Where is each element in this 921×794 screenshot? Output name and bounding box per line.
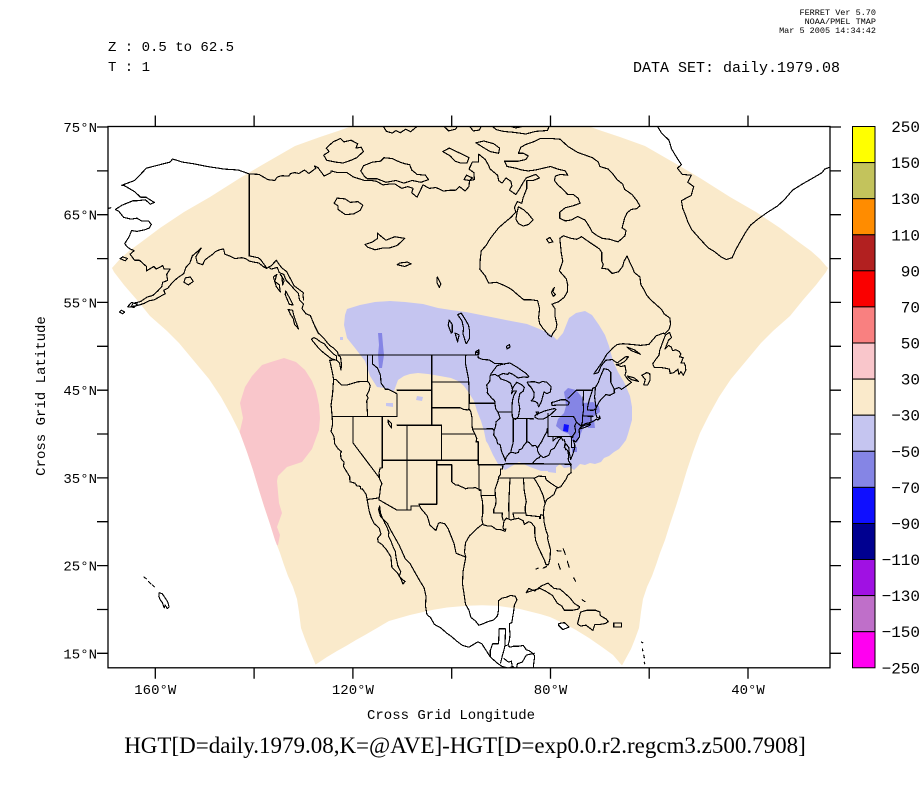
svg-text:40°W: 40°W: [731, 683, 765, 699]
svg-text:−30: −30: [891, 408, 920, 426]
svg-text:30: 30: [901, 372, 920, 390]
svg-text:−50: −50: [891, 444, 920, 462]
svg-text:−70: −70: [891, 480, 920, 498]
svg-text:Cross Grid Latitude: Cross Grid Latitude: [34, 316, 50, 476]
svg-text:75°N: 75°N: [63, 121, 97, 137]
svg-text:25°N: 25°N: [63, 560, 97, 576]
svg-text:−90: −90: [891, 516, 920, 534]
svg-text:Z : 0.5 to 62.5: Z : 0.5 to 62.5: [108, 40, 234, 56]
svg-text:HGT[D=daily.1979.08,K=@AVE]-HG: HGT[D=daily.1979.08,K=@AVE]-HGT[D=exp0.0…: [124, 733, 806, 758]
svg-text:120°W: 120°W: [332, 683, 375, 699]
svg-text:50: 50: [901, 336, 920, 354]
svg-text:FERRET Ver 5.70: FERRET Ver 5.70: [799, 8, 876, 18]
svg-text:−250: −250: [882, 660, 920, 678]
svg-text:45°N: 45°N: [63, 384, 97, 400]
svg-text:−130: −130: [882, 588, 920, 606]
svg-text:35°N: 35°N: [63, 472, 97, 488]
svg-text:Mar 5 2005 14:34:42: Mar 5 2005 14:34:42: [779, 26, 876, 36]
svg-text:65°N: 65°N: [63, 209, 97, 225]
svg-text:Cross Grid Longitude: Cross Grid Longitude: [367, 708, 535, 724]
svg-text:80°W: 80°W: [534, 683, 568, 699]
svg-text:55°N: 55°N: [63, 296, 97, 312]
svg-text:150: 150: [891, 155, 920, 173]
svg-text:130: 130: [891, 191, 920, 209]
svg-text:T : 1: T : 1: [108, 60, 150, 76]
svg-text:−150: −150: [882, 624, 920, 642]
svg-text:160°W: 160°W: [134, 683, 177, 699]
svg-text:250: 250: [891, 119, 920, 137]
svg-text:−110: −110: [882, 552, 920, 570]
svg-text:90: 90: [901, 263, 920, 281]
svg-text:70: 70: [901, 299, 920, 317]
svg-text:15°N: 15°N: [63, 647, 97, 663]
svg-text:110: 110: [891, 227, 920, 245]
svg-text:DATA SET: daily.1979.08: DATA SET: daily.1979.08: [633, 60, 840, 77]
svg-text:NOAA/PMEL TMAP: NOAA/PMEL TMAP: [805, 17, 876, 27]
